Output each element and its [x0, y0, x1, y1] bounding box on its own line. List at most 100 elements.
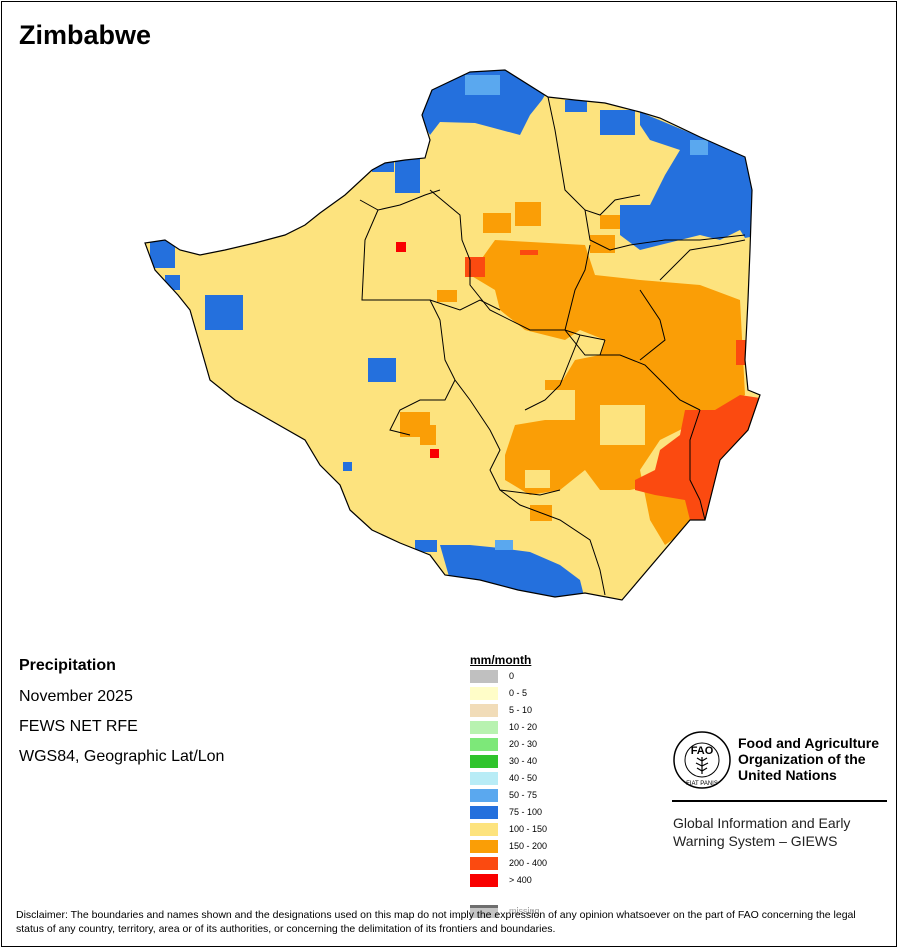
giews-name-line: Warning System – GIEWS	[673, 833, 838, 849]
legend-label: 0	[509, 671, 515, 681]
rain-patch-200-400	[520, 250, 538, 255]
province-boundary	[499, 489, 606, 596]
rain-patch-50-75	[465, 75, 500, 95]
province-boundary	[359, 189, 441, 211]
province-boundary	[361, 209, 561, 496]
rain-patch-75-100	[395, 158, 420, 193]
legend-label: 100 - 150	[509, 824, 548, 834]
legend-label: 50 - 75	[509, 790, 538, 800]
legend-label: 5 - 10	[509, 705, 533, 715]
legend-swatch	[470, 755, 498, 768]
map-title: Zimbabwe	[19, 20, 152, 50]
country-outline	[144, 69, 761, 601]
fao-name-line: United Nations	[738, 767, 837, 783]
rain-patch-75-100	[150, 240, 175, 268]
legend-item: 0 - 5	[470, 687, 610, 700]
rain-patch-200-400	[465, 257, 485, 277]
province-boundary	[429, 189, 606, 341]
legend-swatch	[470, 806, 498, 819]
rain-patch-150-200	[590, 235, 615, 253]
legend-label: 10 - 20	[509, 722, 538, 732]
legend-swatch	[470, 772, 498, 785]
province-boundary	[389, 379, 456, 436]
province-boundary	[599, 339, 606, 356]
rain-patch-150-200	[483, 213, 511, 233]
legend-swatch	[470, 687, 498, 700]
province-boundary	[639, 289, 666, 361]
legend-item: 200 - 400	[470, 857, 610, 870]
legend-item: 75 - 100	[470, 806, 610, 819]
legend-item: 10 - 20	[470, 721, 610, 734]
legend-swatch	[470, 704, 498, 717]
fao-name-line: Organization of the	[738, 751, 866, 767]
rain-patch-75-100	[343, 462, 352, 471]
fao-name-line: Food and Agriculture	[738, 735, 880, 751]
legend-swatch	[470, 823, 498, 836]
legend-item: 0	[470, 670, 610, 683]
rain-patch-75-100	[565, 100, 587, 112]
legend-swatch	[470, 857, 498, 870]
province-boundary	[524, 334, 581, 411]
fao-emblem-motto: FIAT PANIS	[686, 781, 718, 787]
legend-item: 30 - 40	[470, 755, 610, 768]
rain-patch-75-100	[368, 358, 396, 382]
fao-emblem-outer-ring	[673, 731, 731, 789]
legend-item: 5 - 10	[470, 704, 610, 717]
legend-label: 30 - 40	[509, 756, 538, 766]
fao-emblem-inner-ring	[684, 742, 720, 778]
province-boundaries	[359, 96, 746, 596]
rain-patch-75-100	[415, 540, 437, 552]
province-boundary	[689, 409, 706, 521]
legend-item: 100 - 150	[470, 823, 610, 836]
rain-patch-75-100	[600, 110, 635, 135]
giews-name-line: Global Information and Early	[673, 815, 851, 831]
rain-hole-100-150	[545, 390, 575, 420]
rain-patch-150-200	[437, 290, 457, 302]
wheat-icon	[695, 757, 709, 774]
legend-title: mm/month	[470, 653, 532, 667]
disclaimer: Disclaimer: The boundaries and names sho…	[16, 908, 886, 936]
rainfall-layer	[145, 70, 760, 600]
province-boundary	[564, 244, 701, 411]
rain-patch-150-200	[420, 425, 436, 445]
rain-patch-50-75	[690, 140, 708, 155]
rain-zone-75-100-north	[420, 70, 548, 135]
rain-zone-200-400	[635, 395, 760, 520]
rain-patch-50-75	[495, 540, 513, 550]
info-projection: WGS84, Geographic Lat/Lon	[19, 748, 225, 765]
legend-swatch	[470, 721, 498, 734]
rain-zone-150-200	[470, 240, 745, 545]
rain-patch-75-100	[205, 295, 243, 330]
legend-item: 150 - 200	[470, 840, 610, 853]
legend-label: 0 - 5	[509, 688, 528, 698]
rain-zone-75-100-northeast	[620, 112, 760, 250]
province-boundary	[429, 299, 501, 311]
logo-divider	[672, 800, 887, 802]
fao-emblem-text: FAO	[691, 745, 714, 757]
fao-name: Food and Agriculture Organization of the…	[738, 735, 898, 783]
legend-swatch	[470, 874, 498, 887]
legend-item: > 400	[470, 874, 610, 887]
fao-logo: FAO FIAT PANIS	[673, 731, 731, 789]
legend-swatch	[470, 789, 498, 802]
legend-label: 40 - 50	[509, 773, 538, 783]
legend-item: 20 - 30	[470, 738, 610, 751]
legend-swatch	[470, 840, 498, 853]
legend-label: 75 - 100	[509, 807, 543, 817]
legend-label: 200 - 400	[509, 858, 548, 868]
legend-swatch	[470, 670, 498, 683]
legend-label: 150 - 200	[509, 841, 548, 851]
province-boundary	[659, 239, 746, 281]
info-period: November 2025	[19, 688, 133, 705]
rain-hole-100-150	[525, 470, 550, 488]
rain-patch-150-200	[515, 202, 541, 226]
rain-zone-75-100-south	[440, 545, 585, 600]
legend-item: 40 - 50	[470, 772, 610, 785]
rain-patch-200-400	[736, 340, 750, 365]
legend-label: > 400	[509, 875, 532, 885]
giews-name: Global Information and Early Warning Sys…	[673, 814, 893, 850]
rain-hole-100-150	[600, 405, 645, 445]
info-source: FEWS NET RFE	[19, 718, 138, 735]
